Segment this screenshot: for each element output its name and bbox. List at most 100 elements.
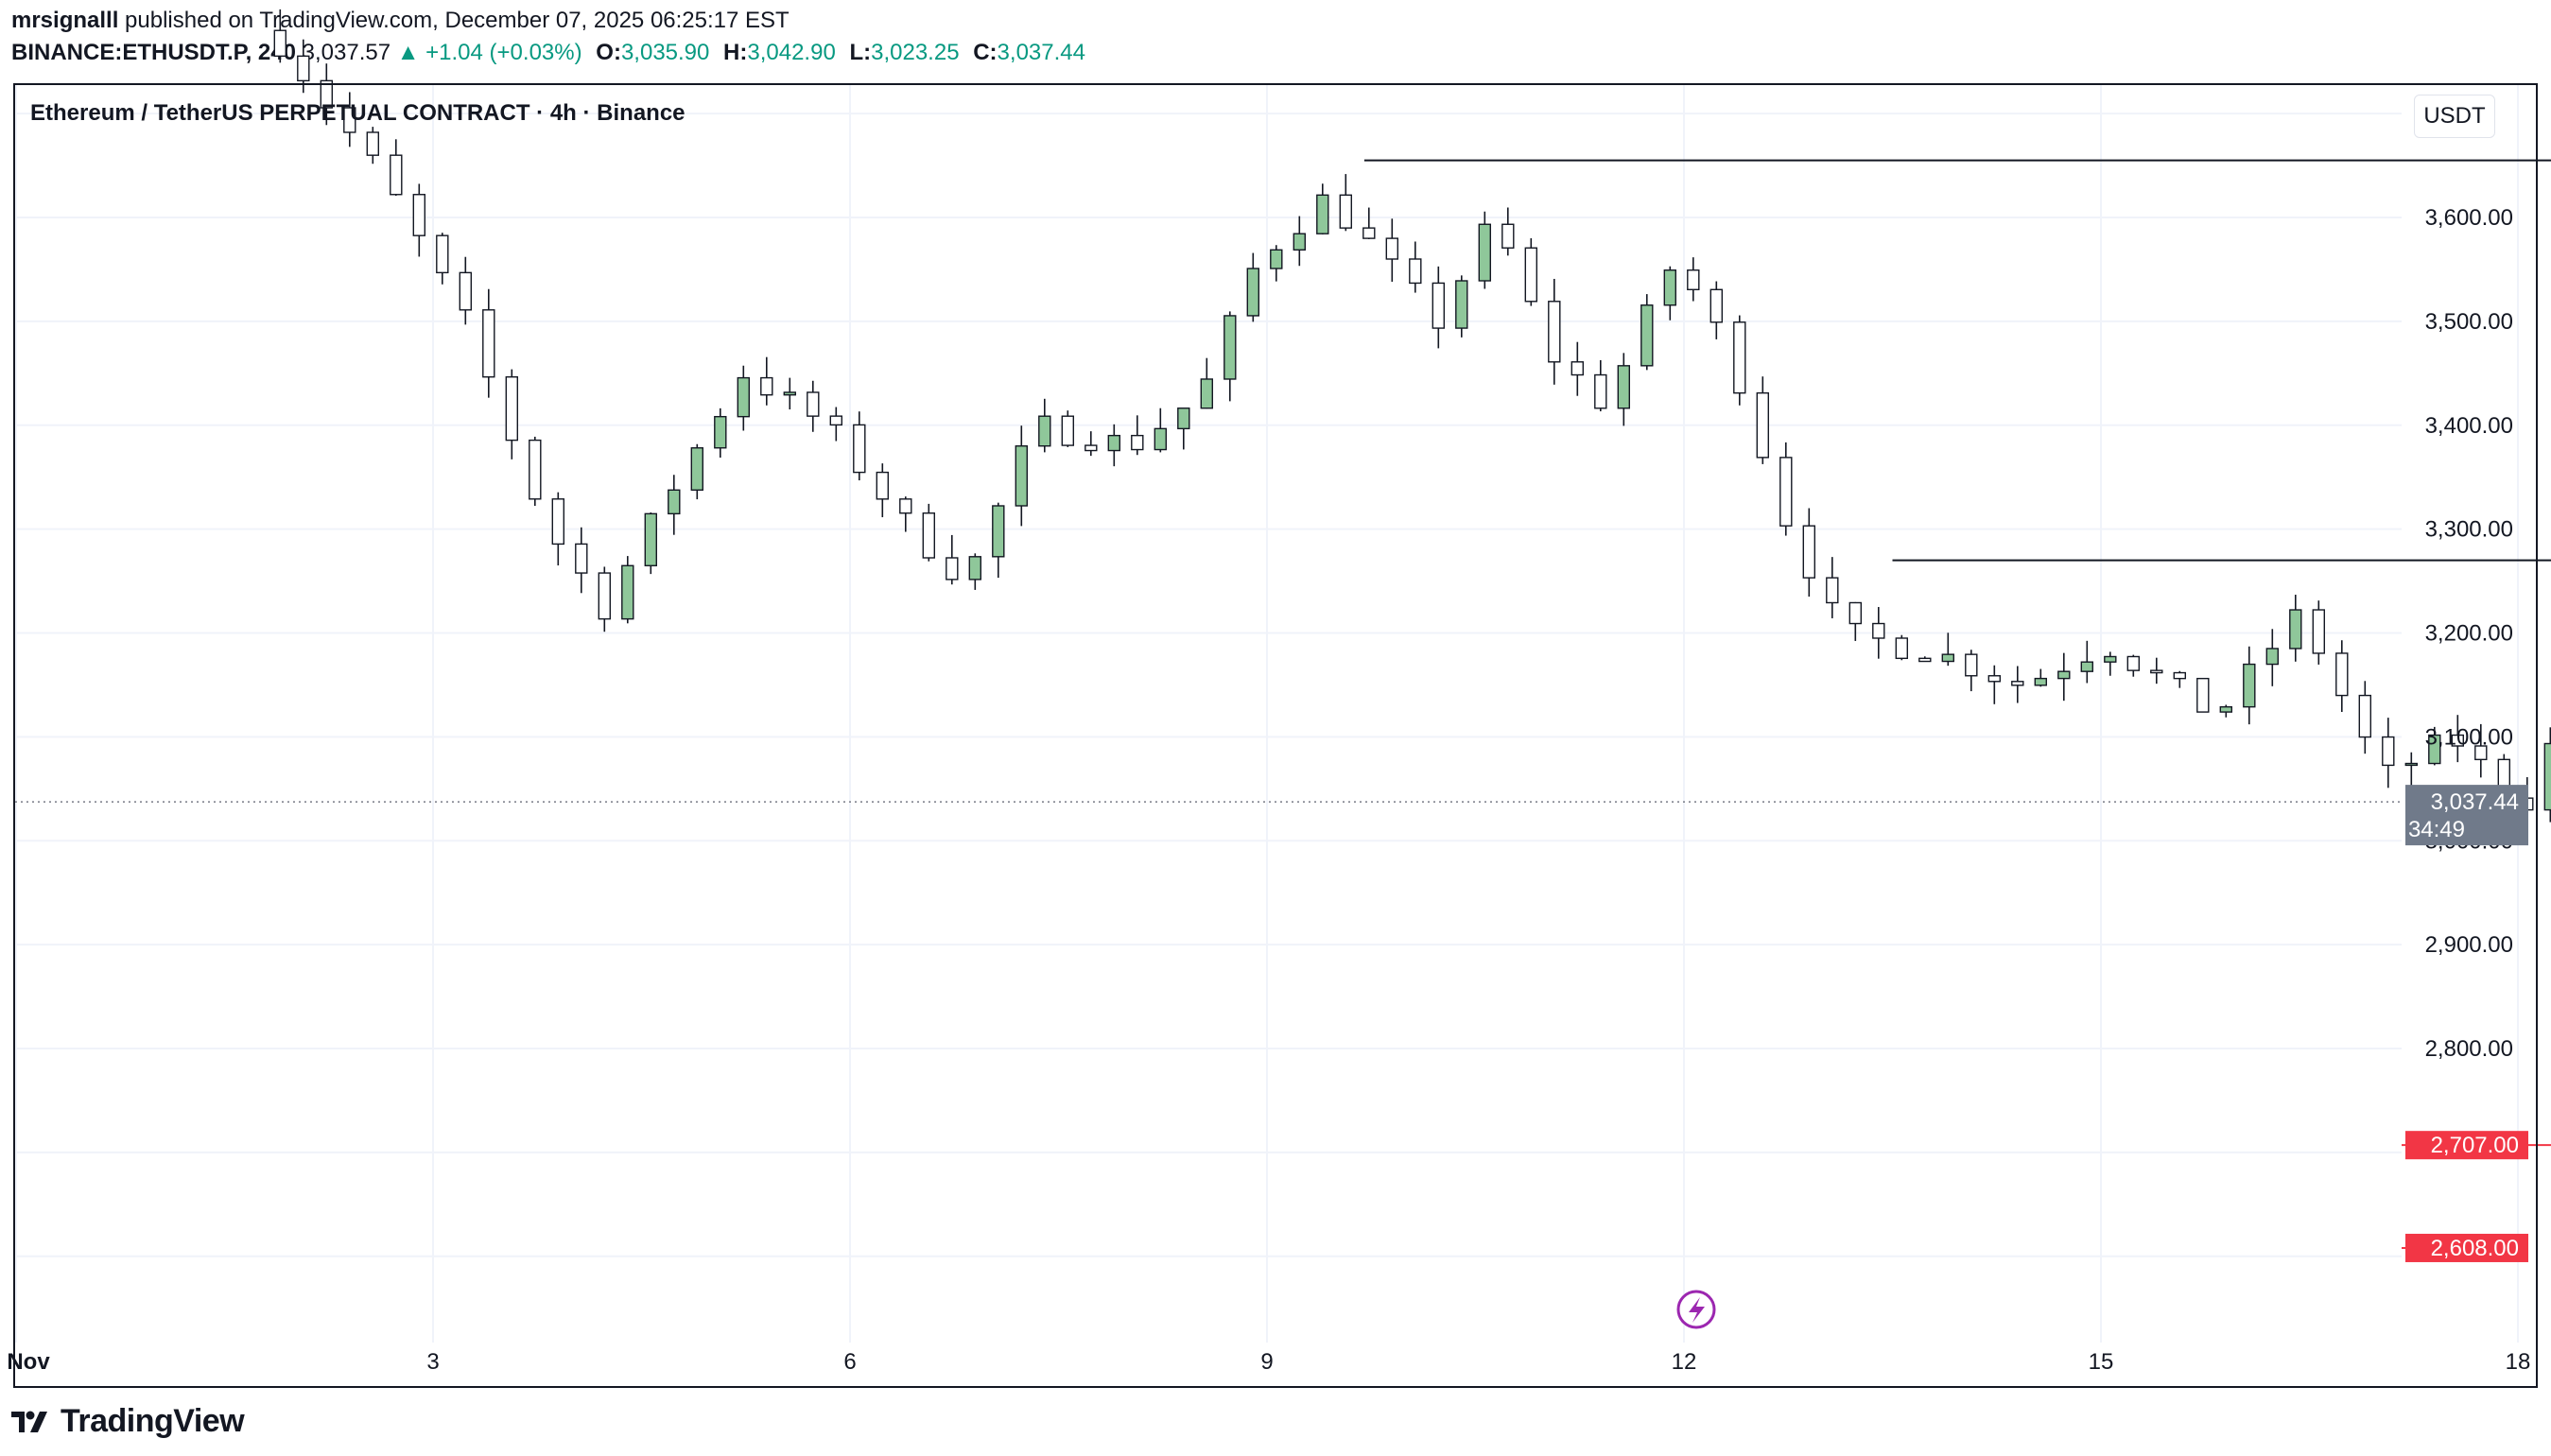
candle-up [2543,742,2551,811]
candle-down [760,376,773,396]
candle-up [1455,280,1468,329]
candle-up [2243,663,2256,708]
candle-down [829,415,842,426]
flash-icon-bolt [1689,1297,1705,1323]
author-name[interactable]: mrsignalll [11,8,119,33]
price-tick-label: 3,200.00 [2425,621,2513,647]
candle-up [714,415,727,449]
candle-down [2150,669,2163,674]
candle-up [2034,677,2048,686]
candle-down [366,131,379,156]
candle-down [320,79,333,109]
flash-icon [1676,1290,1716,1329]
candle-down [1872,622,1885,639]
brand-name: TradingView [61,1403,245,1439]
candle-down [1779,457,1793,527]
candle-up [1015,445,1029,507]
close-value: 3,037.44 [997,40,1085,65]
low-label: L: [849,40,872,65]
candle-down [1501,223,1515,249]
candle-down [459,271,472,311]
candle-up [2428,734,2441,765]
candle-down [1918,657,1932,663]
candle-down [1895,637,1909,660]
candle-down [1756,391,1770,459]
tradingview-logo[interactable]: TradingView [11,1403,245,1440]
candle-down [922,512,935,559]
price-tick-label: 3,600.00 [2425,205,2513,231]
candle-up [1316,194,1329,234]
candle-down [2358,694,2372,738]
candle-down [1571,361,1585,376]
price-tick-label: 3,300.00 [2425,517,2513,543]
candle-down [2173,671,2187,680]
candle-up [1941,653,1955,663]
time-tick-label: 15 [2089,1349,2114,1375]
candle-up [1617,365,1631,409]
candle-up [2057,670,2071,680]
candle-down [1409,258,1422,285]
candle-up [644,512,657,566]
candle-up [2289,609,2302,650]
candle-down [529,439,542,500]
candle-down [273,29,286,58]
price-tick-label: 3,400.00 [2425,413,2513,439]
candle-down [1548,301,1561,363]
price-tick-label: 2,900.00 [2425,932,2513,958]
candle-down [297,55,310,82]
last-price: 3,037.57 [295,40,391,65]
candle-up [1154,427,1168,451]
candle-down [1432,282,1446,329]
current-price-label: 3,037.44 [2431,789,2519,815]
candle-down [2196,677,2210,713]
price-level-badge [2405,1233,2528,1262]
candle-down [2451,734,2465,747]
candle-down [946,557,959,581]
publish-text: published on TradingView.com, December 0… [118,8,790,33]
candle-down [1709,288,1724,323]
time-axis: Nov369121518212427Dec471013161922 [7,1349,2531,1375]
candle-down [2382,736,2395,767]
candle-down [551,498,564,546]
price-change: ▲ +1.04 (+0.03%) [390,40,582,65]
close-label: C: [973,40,998,65]
price-axis: 2,800.002,900.003,000.003,100.003,200.00… [2405,205,2528,1262]
candle-up [1640,304,1654,367]
candle-down [876,471,889,500]
candle-up [968,556,982,581]
price-level-badge-label: 2,608.00 [2431,1236,2519,1261]
candle-down [390,154,403,196]
candle-up [1270,249,1283,269]
candle-down [482,309,495,378]
currency-button[interactable]: USDT [2414,95,2495,138]
candle-down [899,498,912,514]
chart-frame [13,83,2538,1388]
tradingview-logo-icon [11,1411,47,1432]
open-label: O: [596,40,621,65]
candle-down [412,194,425,236]
candle-up [690,447,703,491]
candle-up [1177,407,1190,430]
candle-down [1385,237,1399,260]
candle-up [1223,315,1237,380]
candle-down [2335,652,2349,697]
publish-info: mrsignalll published on TradingView.com,… [11,8,790,34]
candle-down [1687,269,1700,290]
candle-up [1293,233,1307,251]
candle-down [1733,321,1746,394]
symbol-name: BINANCE:ETHUSDT.P, 240 [11,40,296,65]
time-tick-label: 18 [2506,1349,2531,1375]
candle-up [1107,434,1121,452]
candlestick-series [273,9,2551,828]
candle-down [1362,227,1376,239]
candle-up [2080,661,2094,672]
candle-down [436,234,449,274]
high-value: 3,042.90 [747,40,836,65]
candle-down [1085,444,1098,452]
time-tick-label: 12 [1672,1349,1697,1375]
candle-down [505,376,518,442]
candle-up [737,376,750,418]
candle-up [1478,223,1492,282]
candle-up [2104,655,2117,663]
